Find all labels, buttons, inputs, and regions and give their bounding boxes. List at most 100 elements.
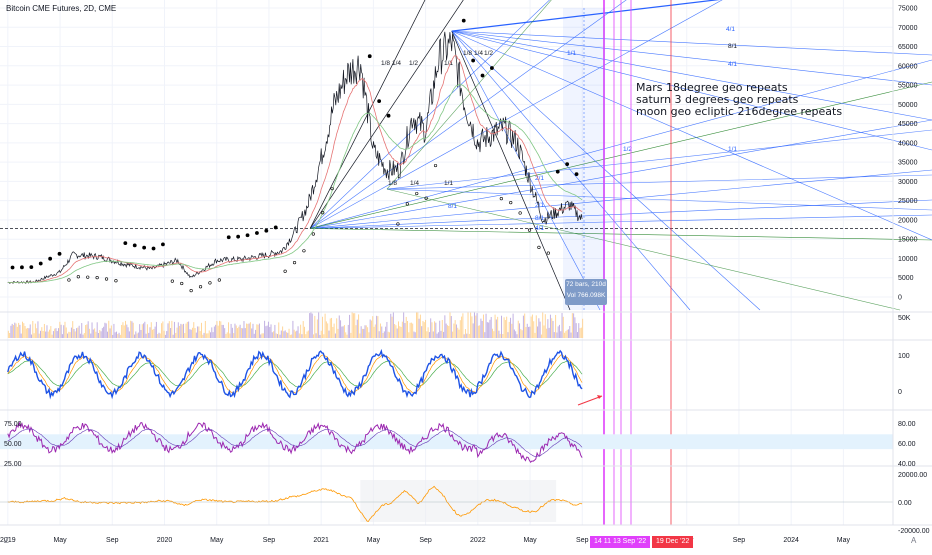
volume-bar — [452, 331, 454, 338]
volume-bar — [117, 333, 119, 338]
volume-bar — [379, 323, 381, 338]
volume-bar — [199, 331, 201, 338]
volume-bar — [252, 323, 254, 338]
price-layer — [7, 31, 583, 284]
volume-bar — [208, 330, 210, 338]
volume-bar — [14, 322, 16, 338]
volume-bar — [385, 326, 387, 338]
volume-bar — [302, 321, 304, 338]
volume-bar — [543, 325, 545, 338]
vertical-markers — [563, 0, 672, 525]
volume-bar — [367, 327, 369, 338]
volume-bar — [439, 320, 441, 338]
volume-bar — [511, 323, 513, 338]
volume-bar — [386, 321, 388, 338]
auto-scale-badge[interactable]: A — [911, 536, 917, 545]
volume-bar — [495, 319, 497, 338]
volume-bar — [46, 325, 48, 338]
volume-bar — [28, 328, 30, 338]
volume-bar — [113, 323, 115, 338]
x-tick-label: Sep — [263, 537, 276, 544]
sar-dot-below — [114, 279, 118, 283]
timezone-badge[interactable]: Z — [4, 536, 9, 545]
volume-bar — [374, 324, 376, 338]
volume-bar — [444, 315, 446, 338]
volume-bar — [432, 331, 434, 338]
volume-bar — [288, 328, 290, 338]
volume-bar — [491, 328, 493, 338]
volume-bar — [534, 332, 536, 338]
fan-ratio-label: 2/1 — [535, 202, 544, 209]
volume-bar — [463, 334, 465, 338]
volume-bar — [540, 334, 542, 338]
sar-dot-below — [330, 187, 334, 191]
volume-bar — [216, 321, 218, 338]
volume-bar — [570, 332, 572, 338]
volume-bar — [115, 331, 117, 338]
fan-line-green — [386, 188, 901, 311]
volume-bar — [472, 323, 474, 338]
volume-bar — [230, 323, 232, 338]
volume-bar — [336, 318, 338, 338]
volume-bar — [206, 333, 208, 338]
volume-bar — [412, 323, 414, 338]
fan-ratio-label: 1/4 — [410, 180, 419, 187]
volume-bar — [553, 332, 555, 338]
volume-bar — [29, 324, 31, 338]
volume-bar — [507, 332, 509, 338]
volume-bar — [516, 334, 518, 338]
volume-bar — [203, 332, 205, 338]
volume-bar — [161, 323, 163, 338]
chart-ticker-title: Bitcoin CME Futures, 2D, CME — [6, 4, 117, 13]
y-tick-label: 75000 — [898, 6, 918, 13]
volume-bar — [501, 315, 503, 338]
volume-bar — [166, 331, 168, 338]
volume-bar — [159, 333, 161, 338]
volume-bar — [108, 320, 110, 338]
sar-dot-above — [245, 233, 250, 238]
range-measure-label: 72 bars, 210d Vol 766.098K — [565, 279, 607, 305]
x-tick-label: Sep — [733, 537, 746, 544]
x-tick-label: Sep — [106, 537, 119, 544]
volume-bar — [36, 328, 38, 338]
oscillator-pane — [7, 348, 603, 406]
volume-bar — [275, 333, 277, 338]
volume-bar — [544, 314, 546, 338]
volume-bar — [109, 328, 111, 338]
volume-bar — [15, 323, 17, 338]
volume-bar — [42, 330, 44, 338]
volume-bar — [470, 312, 472, 338]
measure-range-shade — [563, 8, 605, 310]
volume-bar — [401, 321, 403, 338]
volume-bar — [486, 322, 488, 338]
volume-bar — [410, 322, 412, 338]
volume-bar — [446, 325, 448, 338]
volume-bar — [301, 334, 303, 338]
volume-bar — [560, 331, 562, 338]
oscillator-tick-label: 100 — [898, 353, 910, 360]
volume-bar — [90, 333, 92, 338]
volume-bar — [414, 332, 416, 338]
volume-bar — [9, 332, 11, 338]
fan-line-blue — [451, 30, 691, 311]
volume-bar — [114, 332, 116, 338]
volume-bar — [11, 323, 13, 338]
sar-dot-below — [499, 197, 503, 201]
volume-bar — [173, 321, 175, 338]
volume-bar — [67, 333, 69, 338]
rsi-left-tick-label: 25.00 — [4, 461, 22, 468]
text-annotation[interactable]: Mars 18degree geo repeats saturn 3 degre… — [636, 82, 842, 118]
sar-dot-above — [57, 251, 62, 256]
volume-bar — [450, 316, 452, 338]
volume-bar — [400, 326, 402, 338]
x-tick-label: Sep — [419, 537, 432, 544]
volume-bar — [258, 323, 260, 338]
fan-line-blue — [386, 129, 932, 190]
measure-bars: 72 bars, 210d — [566, 281, 606, 288]
macd-shade — [360, 480, 557, 522]
volume-bar — [49, 329, 51, 338]
sar-dot-above — [565, 162, 570, 167]
volume-bar — [86, 324, 88, 338]
